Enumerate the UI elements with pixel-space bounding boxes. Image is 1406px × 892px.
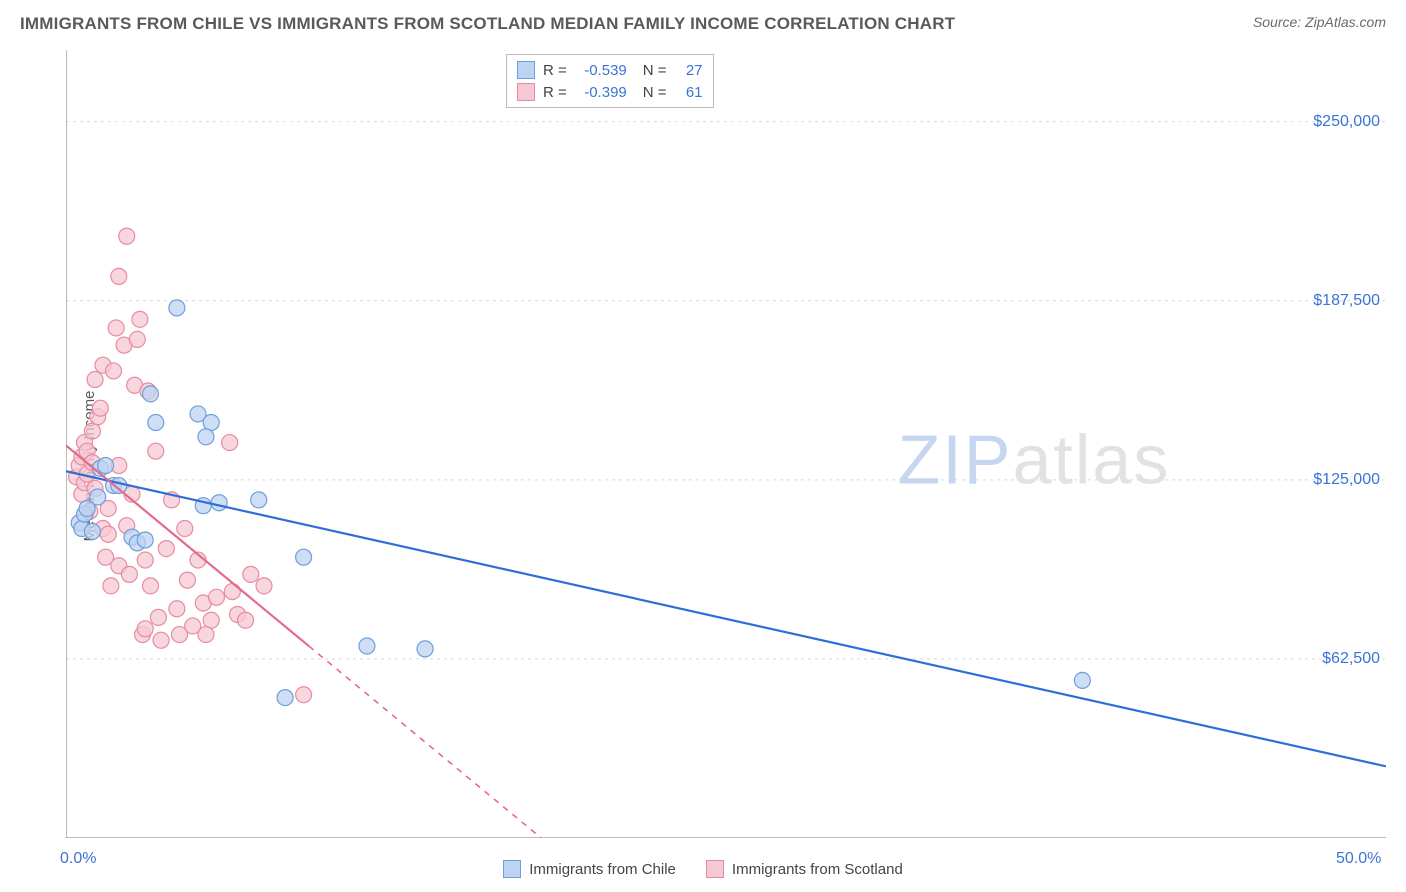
chart-container: Median Family Income ZIPatlas$62,500$125… xyxy=(20,50,1386,882)
n-label: N = xyxy=(643,84,667,101)
chart-title: IMMIGRANTS FROM CHILE VS IMMIGRANTS FROM… xyxy=(20,14,955,34)
svg-text:ZIPatlas: ZIPatlas xyxy=(898,420,1171,498)
bottom-legend: Immigrants from Chile Immigrants from Sco… xyxy=(20,860,1386,878)
y-tick-label: $187,500 xyxy=(1313,292,1380,310)
r-value: -0.539 xyxy=(575,62,627,79)
n-value: 61 xyxy=(675,84,703,101)
stats-legend-row: R = -0.399 N = 61 xyxy=(517,81,703,103)
r-value: -0.399 xyxy=(575,84,627,101)
source: Source: ZipAtlas.com xyxy=(1253,14,1386,30)
legend-swatch xyxy=(503,860,521,878)
stats-legend: R = -0.539 N = 27 R = -0.399 N = 61 xyxy=(506,54,714,108)
legend-swatch xyxy=(517,61,535,79)
legend-item: Immigrants from Scotland xyxy=(706,860,903,878)
legend-item: Immigrants from Chile xyxy=(503,860,676,878)
y-tick-label: $62,500 xyxy=(1322,650,1380,668)
legend-swatch xyxy=(517,83,535,101)
n-value: 27 xyxy=(675,62,703,79)
legend-label: Immigrants from Scotland xyxy=(732,861,903,878)
plot-area: ZIPatlas$62,500$125,000$187,500$250,0000… xyxy=(66,50,1386,838)
r-label: R = xyxy=(543,62,567,79)
y-tick-label: $250,000 xyxy=(1313,113,1380,131)
legend-swatch xyxy=(706,860,724,878)
source-name: ZipAtlas.com xyxy=(1305,14,1386,30)
n-label: N = xyxy=(643,62,667,79)
r-label: R = xyxy=(543,84,567,101)
y-tick-label: $125,000 xyxy=(1313,471,1380,489)
stats-legend-row: R = -0.539 N = 27 xyxy=(517,59,703,81)
legend-label: Immigrants from Chile xyxy=(529,861,676,878)
source-label: Source: xyxy=(1253,14,1301,30)
